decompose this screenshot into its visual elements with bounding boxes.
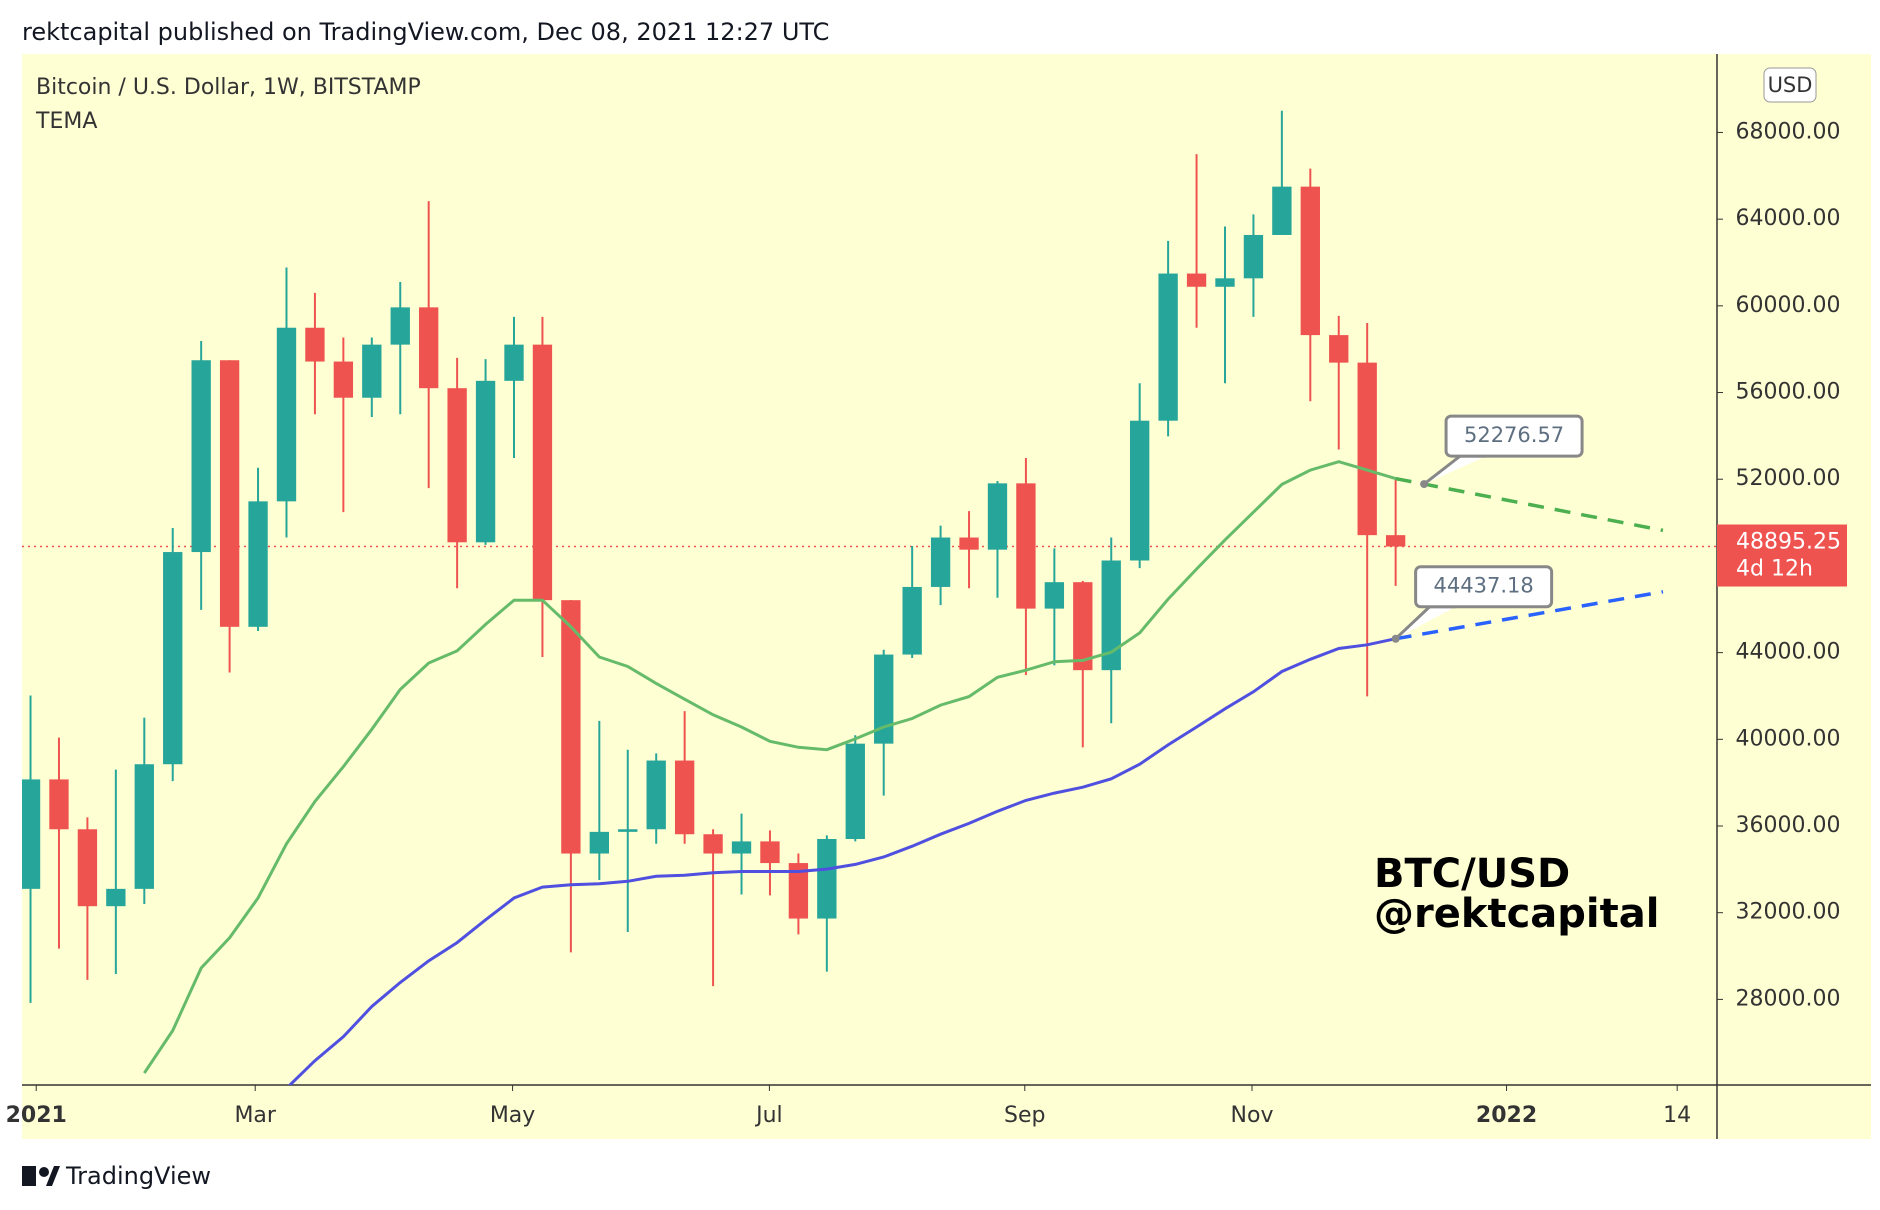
candle-body <box>959 537 979 550</box>
candle-body <box>874 654 894 744</box>
tema-line <box>143 460 1397 1074</box>
indicator-name: TEMA <box>35 109 97 134</box>
overlay: 28000.00 32000.00 36000.00 40000.00 44000.00… <box>6 119 1847 1128</box>
candle-body <box>674 760 695 835</box>
candle-body <box>1101 560 1121 671</box>
candle-body <box>1073 582 1093 671</box>
candle-body <box>248 501 268 627</box>
candle-body <box>419 307 439 389</box>
chart-title: Bitcoin / U.S. Dollar, 1W, BITSTAMP <box>36 75 421 100</box>
x-tick-label: 2021 <box>6 1103 67 1128</box>
y-tick-label: 44000.00 <box>1736 640 1841 665</box>
chart-background <box>22 54 1871 1139</box>
candle-body <box>930 537 951 587</box>
watermark: @rektcapital <box>1374 891 1659 937</box>
candle-body <box>191 360 211 553</box>
candle-body <box>276 327 297 502</box>
currency[interactable]: USD <box>1768 73 1813 97</box>
watermark: BTC/USD <box>1374 851 1570 897</box>
candle-body <box>22 779 41 889</box>
candle-body <box>589 831 609 854</box>
candle-body <box>817 839 837 919</box>
candle-body <box>1044 582 1065 609</box>
candle-body <box>1016 483 1036 609</box>
candle-body <box>1272 186 1292 235</box>
candle-body <box>1158 273 1178 421</box>
candle-body <box>134 764 154 889</box>
last-price-label: 48895.25 <box>1736 530 1841 555</box>
candle-body <box>504 344 524 381</box>
countdown-label: 4d 12h <box>1736 557 1813 582</box>
candle-body <box>1385 535 1406 547</box>
candle-body <box>475 380 496 543</box>
currency-box[interactable] <box>1763 67 1817 103</box>
y-tick-label: 40000.00 <box>1736 726 1841 751</box>
candle-body <box>390 307 410 345</box>
candle-body <box>77 829 98 907</box>
x-tick-label: Jul <box>754 1103 783 1128</box>
candle-body <box>902 586 922 655</box>
candle-body <box>561 600 581 854</box>
callout-label: 44437.18 <box>1434 574 1534 598</box>
candle-body <box>1329 335 1349 363</box>
y-tick-label: 56000.00 <box>1736 380 1841 405</box>
candle-body <box>760 841 780 864</box>
projection-line <box>1395 589 1664 641</box>
projection-line <box>1395 476 1664 533</box>
y-tick-label: 64000.00 <box>1736 206 1841 231</box>
candle-body <box>106 888 126 907</box>
candle-body <box>646 760 666 830</box>
candle-body <box>305 327 325 362</box>
callout-box <box>1414 565 1554 609</box>
last-price-box <box>1717 524 1847 587</box>
x-tick-label: Sep <box>1004 1103 1045 1128</box>
candle-body <box>447 388 467 543</box>
candle-body <box>1300 186 1320 336</box>
x-tick-label: Mar <box>234 1103 276 1128</box>
candle-body <box>362 344 382 398</box>
y-tick-label: 36000.00 <box>1736 813 1841 838</box>
y-tick-label: 52000.00 <box>1736 466 1841 491</box>
y-tick-label: 32000.00 <box>1736 900 1841 925</box>
candle-body <box>49 779 69 830</box>
candle-body <box>703 834 723 854</box>
candle-body <box>1186 273 1207 287</box>
candle-body <box>731 841 752 854</box>
callout-label: 52276.57 <box>1464 423 1564 447</box>
callout-box <box>1444 414 1584 458</box>
candle-body <box>1357 362 1377 536</box>
candle-body <box>532 344 553 601</box>
candle-body <box>1215 278 1235 287</box>
plot <box>22 110 1717 1085</box>
x-tick-label: Nov <box>1231 1103 1274 1128</box>
candle-body <box>788 863 809 919</box>
x-tick-label: 2022 <box>1476 1103 1537 1128</box>
footer: TradingView <box>65 1162 211 1190</box>
candle-body <box>1243 234 1264 279</box>
candle-body <box>618 829 638 832</box>
y-tick-label: 28000.00 <box>1736 986 1841 1011</box>
candle-body <box>333 361 354 398</box>
x-tick-label: 14 <box>1663 1103 1691 1128</box>
header: rektcapital published on TradingView.com… <box>22 18 829 46</box>
tema-line <box>287 637 1396 1085</box>
candle-body <box>987 483 1008 550</box>
candle-body <box>1130 420 1150 561</box>
candle-body <box>845 743 865 840</box>
y-tick-label: 60000.00 <box>1736 293 1841 318</box>
logo <box>22 1166 60 1186</box>
candle-body <box>219 360 240 627</box>
x-tick-label: May <box>490 1103 535 1128</box>
y-tick-label: 68000.00 <box>1736 119 1841 144</box>
candle-body <box>163 552 183 765</box>
